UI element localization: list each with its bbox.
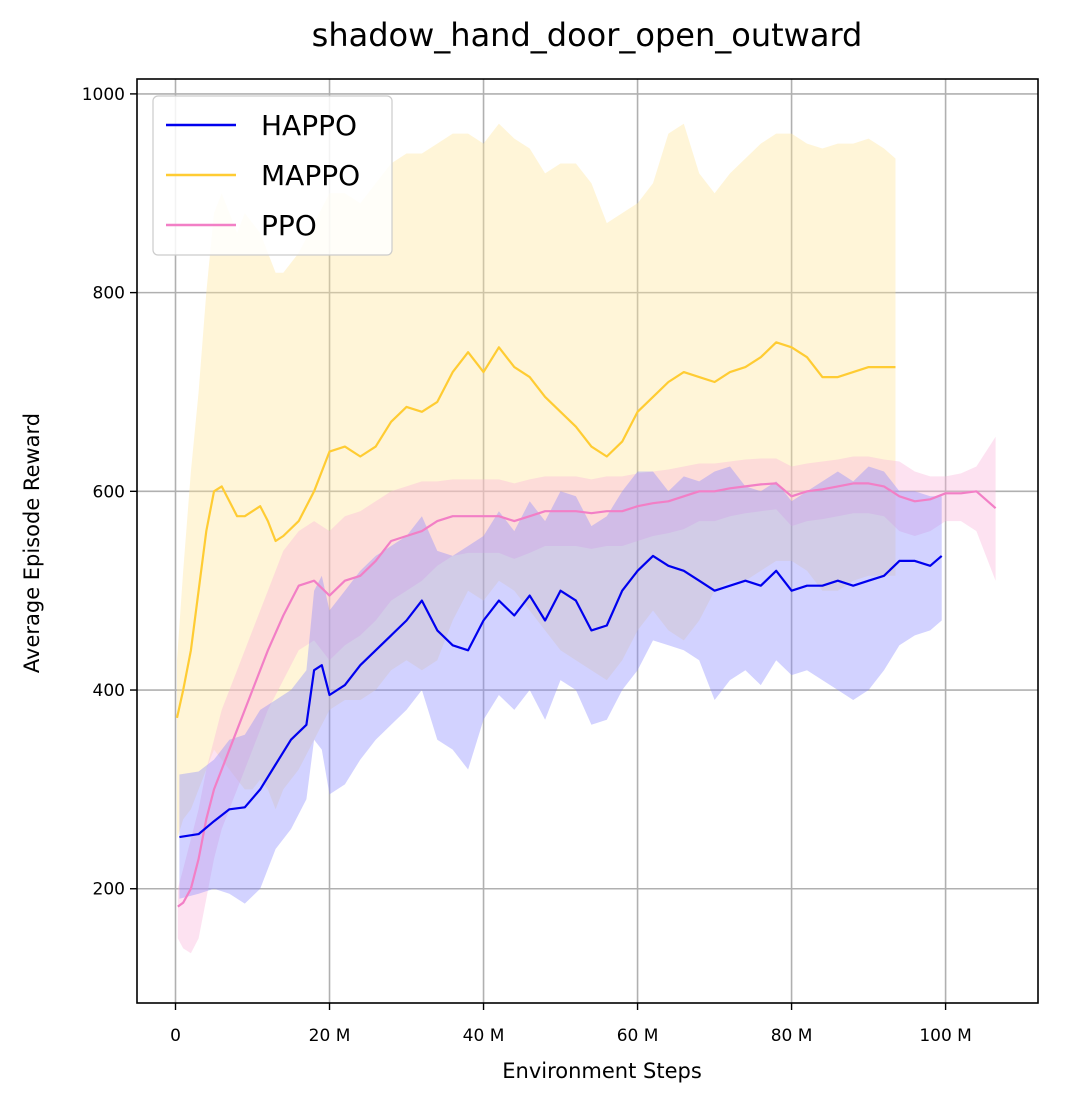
series-lines bbox=[175, 341, 997, 908]
legend: HAPPO MAPPO PPO bbox=[152, 95, 393, 256]
legend-label-ppo: PPO bbox=[261, 209, 317, 242]
legend-label-mappo: MAPPO bbox=[261, 159, 360, 192]
y-tick-label: 600 bbox=[93, 482, 125, 502]
mappo-line bbox=[175, 341, 896, 719]
y-tick-label: 200 bbox=[93, 880, 125, 900]
confidence-bands bbox=[177, 123, 996, 954]
x-tick-label: 0 bbox=[170, 1026, 181, 1046]
mappo-confidence-band bbox=[177, 123, 896, 840]
plot-frame bbox=[136, 78, 1039, 1004]
y-axis-title: Average Episode Reward bbox=[20, 413, 44, 673]
x-tick-label: 40 M bbox=[463, 1026, 505, 1046]
y-tick-label: 800 bbox=[93, 284, 125, 304]
legend-label-happo: HAPPO bbox=[261, 109, 357, 142]
happo-line bbox=[179, 554, 943, 839]
chart-title: shadow_hand_door_open_outward bbox=[312, 16, 863, 54]
happo-confidence-band bbox=[179, 466, 942, 904]
ppo-line bbox=[177, 482, 997, 908]
x-tick-label: 80 M bbox=[771, 1026, 813, 1046]
y-tick-label: 400 bbox=[93, 681, 125, 701]
x-axis-title: Environment Steps bbox=[502, 1059, 702, 1083]
y-tick-label: 1000 bbox=[82, 85, 125, 105]
x-tick-label: 60 M bbox=[617, 1026, 659, 1046]
legend-box bbox=[152, 95, 393, 256]
x-tick-label: 100 M bbox=[919, 1026, 972, 1046]
ppo-confidence-band bbox=[177, 436, 996, 954]
x-tick-label: 20 M bbox=[309, 1026, 351, 1046]
x-axis-ticks: 0 20 M 40 M 60 M 80 M 100 M bbox=[170, 1003, 972, 1046]
y-axis-ticks: 200 400 600 800 1000 bbox=[82, 85, 137, 900]
